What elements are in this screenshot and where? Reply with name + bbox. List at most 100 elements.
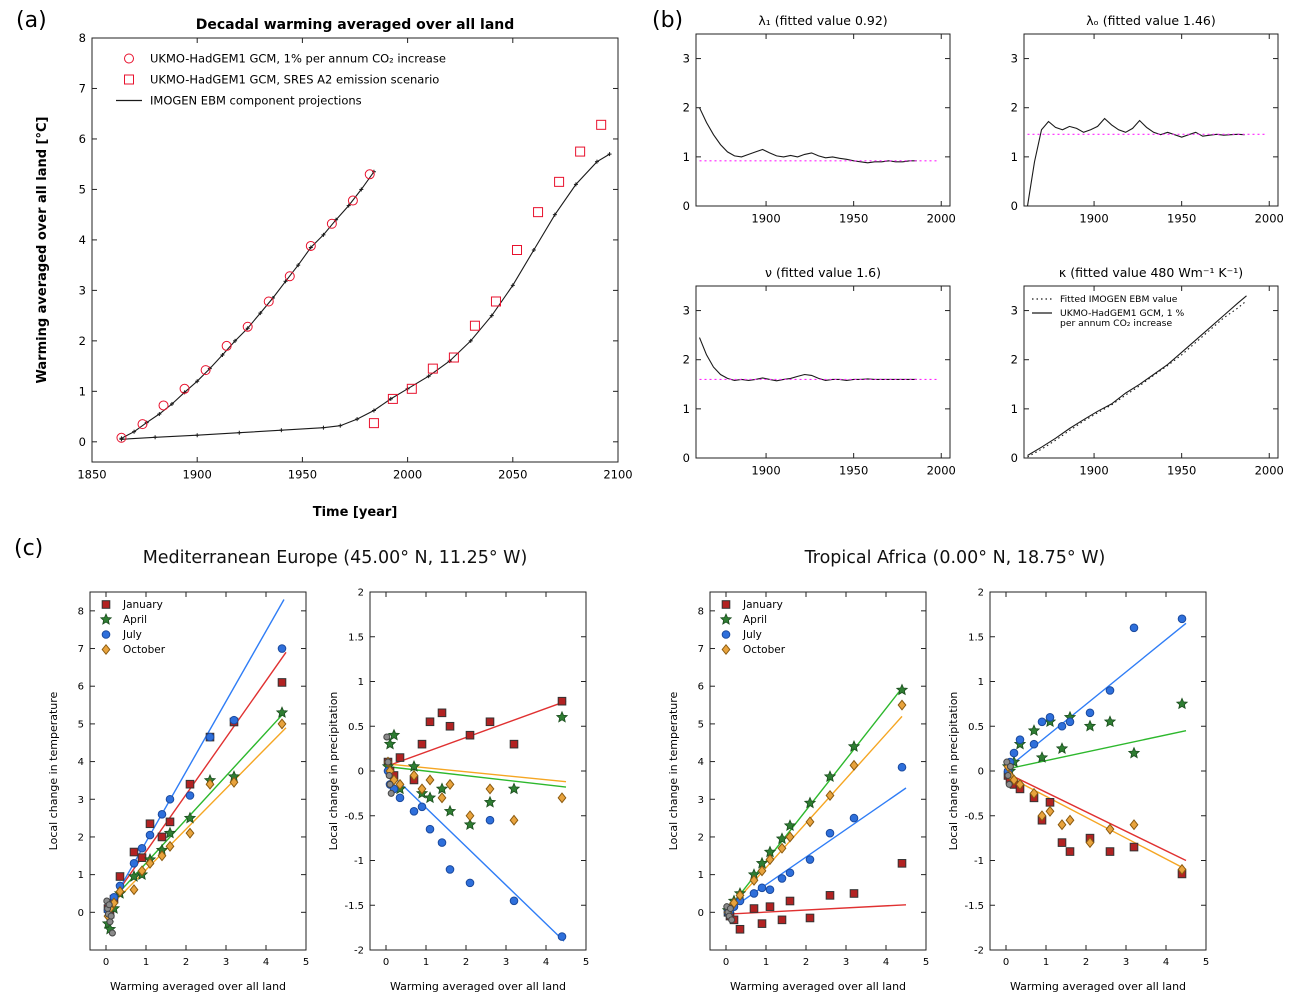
svg-text:2000: 2000 [927, 464, 956, 478]
svg-text:8: 8 [698, 606, 704, 617]
svg-text:1: 1 [423, 957, 429, 968]
svg-text:1950: 1950 [839, 212, 868, 226]
svg-text:2: 2 [683, 353, 690, 367]
svg-text:3: 3 [223, 957, 229, 968]
chart-lambda-land: 1900 1950 2000 0 1 2 3 λ₁ (fitted value 0.92) [660, 6, 962, 238]
svg-text:2: 2 [183, 957, 189, 968]
axes: 1900 1950 2000 0 1 2 3 [1011, 34, 1284, 226]
svg-text:IMOGEN EBM component projectio: IMOGEN EBM component projections [150, 94, 362, 108]
svg-text:-1: -1 [354, 856, 364, 867]
svg-text:3: 3 [683, 52, 690, 66]
svg-text:6: 6 [698, 682, 704, 693]
series-ukmo-hadgem1-gcm-sres-a2-emission-scenario [368, 119, 607, 429]
svg-text:3: 3 [843, 957, 849, 968]
svg-text:1: 1 [763, 957, 769, 968]
svg-text:-0.5: -0.5 [344, 811, 364, 822]
svg-text:3: 3 [503, 957, 509, 968]
series-lambda-o-evolving-estimate [1026, 117, 1245, 207]
svg-text:0: 0 [978, 767, 984, 778]
series-ukmo-hadgem1-gcm-1-per-annum-co-increase [116, 169, 375, 443]
svg-text:5: 5 [78, 719, 84, 730]
axes: 0 1 2 3 4 5 0 1 2 3 4 5 6 7 8 [78, 592, 309, 968]
svg-text:5: 5 [303, 957, 309, 968]
axes: 0 1 2 3 4 5 -2 -1.5 -1 -0.5 0 0.5 1 1.5 2 [964, 588, 1209, 969]
svg-text:Warming averaged over all land: Warming averaged over all land [110, 980, 286, 993]
svg-text:2: 2 [79, 334, 86, 348]
svg-text:July: July [122, 629, 142, 641]
svg-text:Time [year]: Time [year] [313, 505, 398, 520]
svg-text:0.5: 0.5 [348, 722, 364, 733]
svg-text:7: 7 [698, 644, 704, 655]
mediterranean-title: Mediterranean Europe (45.00° N, 11.25° W… [142, 548, 528, 568]
axes: 1850 1900 1950 2000 2050 2100 0 1 2 3 4 5 6 7 8 [77, 31, 632, 481]
svg-text:5: 5 [583, 957, 589, 968]
chart-mediterranean-temperature: 0 1 2 3 4 5 0 1 2 3 4 5 6 7 8 Warming averaged over all… [44, 580, 316, 998]
svg-text:λₒ (fitted value 1.46): λₒ (fitted value 1.46) [1086, 13, 1216, 28]
svg-text:2000: 2000 [927, 212, 956, 226]
panel-a-label: (a) [16, 8, 47, 33]
series-control-scatter [103, 897, 116, 937]
svg-text:1: 1 [79, 384, 86, 398]
svg-text:July: July [742, 629, 762, 641]
svg-text:1900: 1900 [1079, 212, 1108, 226]
svg-text:2: 2 [683, 101, 690, 115]
svg-text:Warming averaged over all land: Warming averaged over all land [730, 980, 906, 993]
svg-text:5: 5 [698, 719, 704, 730]
svg-text:-1.5: -1.5 [344, 901, 364, 912]
svg-text:1: 1 [358, 677, 364, 688]
legend: January April July October [719, 599, 786, 656]
svg-text:5: 5 [923, 957, 929, 968]
chart-mediterranean-precipitation: 0 1 2 3 4 5 -2 -1.5 -1 -0.5 0 0.5 1 1.5 2 Warming avera… [324, 580, 596, 998]
chart-nu-svg: 1900 1950 2000 0 1 2 3 ν (fitted value 1.6) [683, 265, 956, 478]
chart-decadal-warming-svg: 1850 1900 1950 2000 2050 2100 0 1 2 3 4 5 6 7 8 Decadal… [35, 17, 633, 520]
svg-text:3: 3 [698, 795, 704, 806]
svg-text:4: 4 [698, 757, 704, 768]
svg-text:-1.5: -1.5 [964, 901, 984, 912]
svg-text:October: October [123, 644, 166, 656]
svg-text:3: 3 [683, 304, 690, 318]
series-april-fit [1005, 730, 1187, 770]
svg-text:UKMO-HadGEM1 GCM, 1% per annum: UKMO-HadGEM1 GCM, 1% per annum CO₂ incre… [150, 52, 446, 66]
svg-text:4: 4 [883, 957, 889, 968]
svg-text:0: 0 [383, 957, 389, 968]
chart-lambda-ocean: 1900 1950 2000 0 1 2 3 λₒ (fitted value 1.46) [988, 6, 1290, 238]
svg-text:3: 3 [1011, 52, 1018, 66]
svg-text:UKMO-HadGEM1 GCM, SRES A2 emis: UKMO-HadGEM1 GCM, SRES A2 emission scena… [150, 73, 439, 87]
svg-text:8: 8 [78, 606, 84, 617]
chart-lambda-land-svg: 1900 1950 2000 0 1 2 3 λ₁ (fitted value 0.92) [683, 13, 956, 226]
svg-text:Decadal warming averaged over: Decadal warming averaged over all land [196, 17, 515, 33]
svg-text:1: 1 [1011, 402, 1018, 416]
svg-text:λ₁ (fitted value 0.92): λ₁ (fitted value 0.92) [758, 13, 887, 28]
axes: 1900 1950 2000 0 1 2 3 [683, 286, 956, 478]
svg-text:1950: 1950 [1167, 464, 1196, 478]
svg-text:2: 2 [1011, 101, 1018, 115]
svg-text:April: April [123, 614, 147, 626]
svg-text:6: 6 [79, 132, 86, 146]
svg-text:7: 7 [79, 82, 86, 96]
series-july-fit [385, 768, 565, 942]
svg-text:4: 4 [543, 957, 549, 968]
svg-text:2: 2 [698, 832, 704, 843]
series-imogen-ebm-fit-to-1-run [119, 169, 376, 441]
svg-text:-2: -2 [974, 946, 984, 957]
svg-text:1850: 1850 [77, 468, 106, 482]
svg-text:1: 1 [683, 402, 690, 416]
chart-africa-precipitation: 0 1 2 3 4 5 -2 -1.5 -1 -0.5 0 0.5 1 1.5 2 Warming avera… [944, 580, 1216, 998]
svg-text:Warming averaged over all land: Warming averaged over all land [°C] [35, 117, 50, 384]
series-control-scatter [383, 733, 395, 797]
svg-text:Local change in precipitation: Local change in precipitation [327, 692, 340, 851]
series-january-fit [385, 700, 567, 768]
svg-text:2: 2 [1083, 957, 1089, 968]
svg-text:0: 0 [1011, 199, 1018, 213]
svg-text:2000: 2000 [393, 468, 422, 482]
svg-text:2: 2 [358, 588, 364, 599]
svg-text:4: 4 [78, 757, 84, 768]
series-april-fit [105, 710, 287, 908]
axes: 1900 1950 2000 0 1 2 3 [1011, 286, 1284, 478]
svg-text:January: January [122, 599, 163, 611]
svg-text:0: 0 [103, 957, 109, 968]
svg-text:April: April [743, 614, 767, 626]
svg-text:0: 0 [358, 767, 364, 778]
svg-text:Fitted IMOGEN EBM value: Fitted IMOGEN EBM value [1060, 294, 1178, 305]
svg-text:0.5: 0.5 [968, 722, 984, 733]
